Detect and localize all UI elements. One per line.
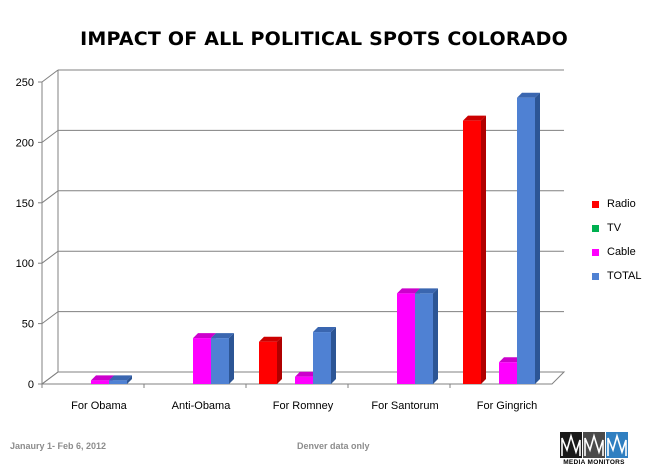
bar-total-for-romney-top xyxy=(313,327,336,333)
bar-total-for-obama xyxy=(109,375,132,384)
legend-item-cable: Cable xyxy=(592,240,641,264)
gridline-diagonal xyxy=(41,371,59,385)
bar-total-for-santorum xyxy=(415,288,438,384)
x-tick-label: For Gingrich xyxy=(477,400,538,412)
bar-radio-for-romney-top xyxy=(259,336,282,342)
chart-legend: Radio TV Cable TOTAL xyxy=(592,192,641,288)
bar-total-anti-obama xyxy=(211,333,234,384)
gridline-diagonal xyxy=(41,250,59,264)
x-tick-label: For Santorum xyxy=(371,400,438,412)
bar-total-anti-obama-top xyxy=(211,333,234,339)
bar-cable-for-gingrich-top xyxy=(499,357,522,363)
date-range-note: Janaury 1- Feb 6, 2012 xyxy=(10,441,107,451)
legend-item-tv: TV xyxy=(592,216,641,240)
bar-total-for-romney xyxy=(313,327,336,384)
bar-total-anti-obama-front xyxy=(211,338,229,384)
bar-cable-anti-obama-front xyxy=(193,338,211,384)
bar-total-for-obama-side xyxy=(127,375,132,384)
y-tick-label: 100 xyxy=(16,258,34,270)
bar-total-for-gingrich-front xyxy=(517,97,535,384)
legend-swatch-total xyxy=(592,272,599,280)
media-monitors-logo: MEDIA MONITORS xyxy=(558,430,630,468)
legend-label-radio: Radio xyxy=(607,198,636,210)
bar-cable-for-romney-top xyxy=(295,371,318,377)
bar-total-for-gingrich-top xyxy=(517,92,540,98)
bar-radio-for-romney-side xyxy=(277,336,282,384)
gridline-diagonal xyxy=(41,129,59,143)
logo-text: MEDIA MONITORS xyxy=(563,459,625,466)
bar-radio-for-romney-front xyxy=(259,341,277,384)
bar-total-for-obama-front xyxy=(109,380,127,384)
x-tick-label: For Romney xyxy=(273,400,334,412)
bar-cable-for-gingrich-front xyxy=(499,362,517,384)
y-tick-label: 250 xyxy=(16,77,34,89)
bar-cable-for-obama-top xyxy=(91,375,114,381)
bar-cable-for-romney-front xyxy=(295,376,313,384)
legend-label-cable: Cable xyxy=(607,246,636,258)
x-tick-label: For Obama xyxy=(71,400,128,412)
legend-label-tv: TV xyxy=(607,222,622,234)
bar-radio-for-gingrich-side xyxy=(481,115,486,384)
legend-swatch-cable xyxy=(592,248,599,256)
gridline-diagonal xyxy=(41,69,59,83)
legend-swatch-radio xyxy=(592,200,599,208)
bar-total-for-obama-top xyxy=(109,375,132,381)
x-tick-label: Anti-Obama xyxy=(172,400,232,412)
bar-total-for-romney-front xyxy=(313,332,331,384)
y-tick-label: 150 xyxy=(16,198,34,210)
data-scope-note: Denver data only xyxy=(297,441,370,451)
legend-item-total: TOTAL xyxy=(592,264,641,288)
bar-radio-for-romney xyxy=(259,336,282,384)
bar-total-for-santorum-top xyxy=(415,288,438,294)
chart-title: IMPACT OF ALL POLITICAL SPOTS COLORADO xyxy=(80,28,568,50)
bar-total-anti-obama-side xyxy=(229,333,234,384)
legend-label-total: TOTAL xyxy=(607,270,642,282)
y-tick-label: 0 xyxy=(28,379,34,391)
bar-total-for-romney-side xyxy=(331,327,336,384)
bar-total-for-santorum-front xyxy=(415,293,433,384)
y-tick-label: 200 xyxy=(16,137,34,149)
bar-radio-for-gingrich-front xyxy=(463,120,481,384)
bar-total-for-gingrich-side xyxy=(535,92,540,384)
bar-radio-for-gingrich xyxy=(463,115,486,384)
bar-total-for-santorum-side xyxy=(433,288,438,384)
bar-radio-for-gingrich-top xyxy=(463,115,486,121)
bar-cable-for-obama-front xyxy=(91,380,109,384)
logo-graphic xyxy=(558,430,630,460)
bar-cable-anti-obama-top xyxy=(193,333,216,339)
bar-cable-for-santorum-top xyxy=(397,288,420,294)
gridline-diagonal xyxy=(41,190,59,204)
legend-item-radio: Radio xyxy=(592,192,641,216)
bar-total-for-gingrich xyxy=(517,92,540,384)
bar-cable-for-santorum-front xyxy=(397,293,415,384)
y-tick-label: 50 xyxy=(22,319,34,331)
gridline-diagonal xyxy=(41,311,59,325)
legend-swatch-tv xyxy=(592,224,599,232)
